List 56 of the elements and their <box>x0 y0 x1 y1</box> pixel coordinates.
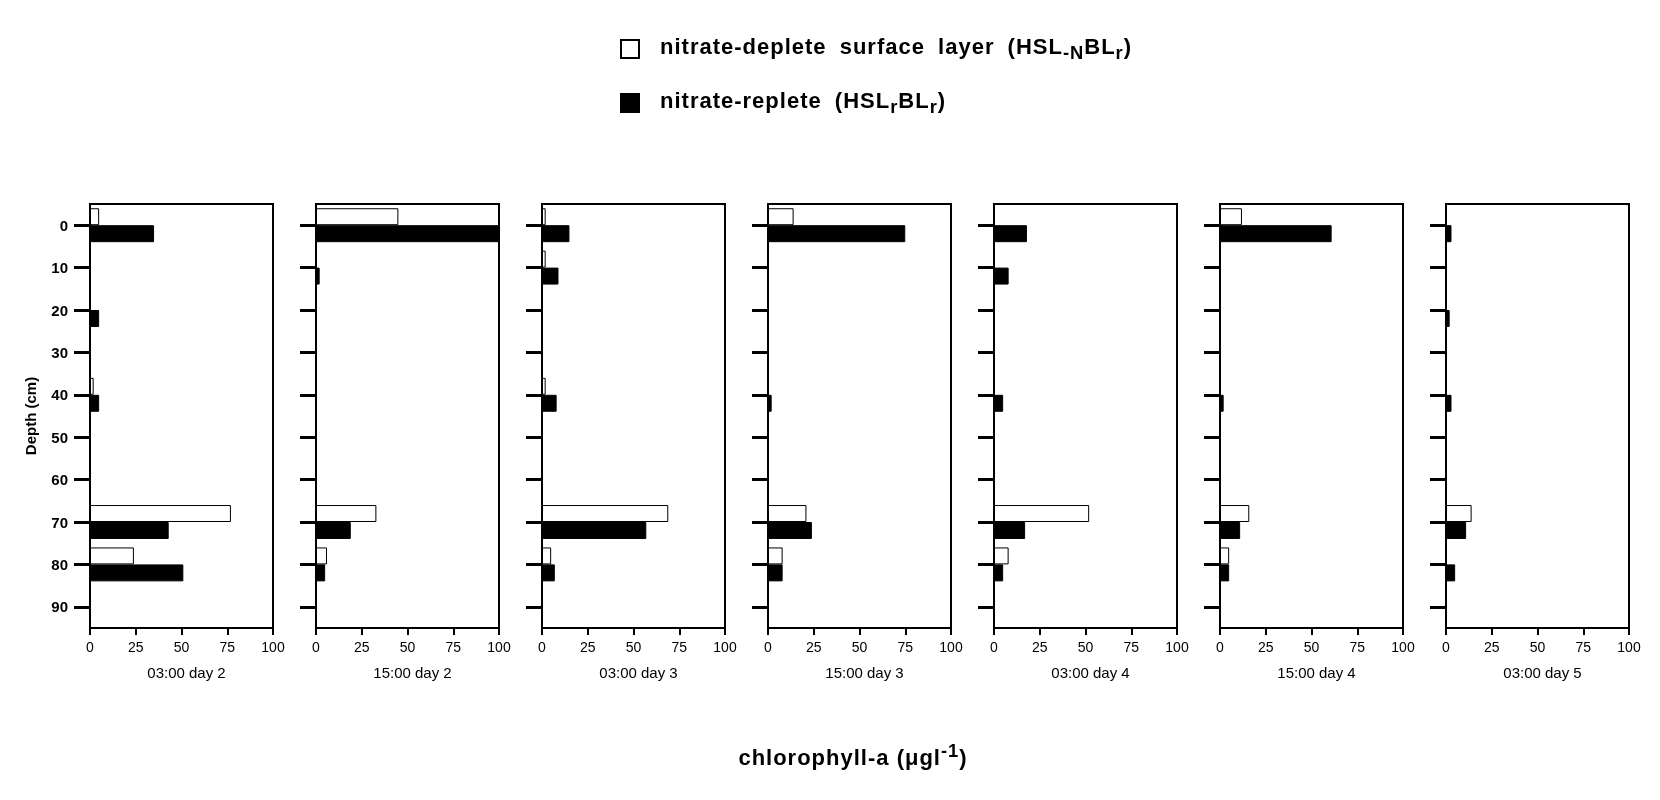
x-tick-label: 100 <box>261 639 285 655</box>
x-tick-label: 50 <box>399 639 416 655</box>
x-tick-label: 50 <box>851 639 868 655</box>
y-tick-label: 50 <box>51 428 68 446</box>
x-tick-label: 50 <box>1077 639 1094 655</box>
x-tick-label: 25 <box>1031 639 1048 655</box>
x-tick-label: 0 <box>764 639 773 655</box>
x-tick-label: 75 <box>219 639 236 655</box>
y-tick-label: 70 <box>51 513 68 531</box>
x-tick-label: 25 <box>1483 639 1500 655</box>
x-axis-title: chlorophyll-a (μgl$^{-1}$) <box>737 740 969 772</box>
y-tick-label: 40 <box>51 386 68 404</box>
text: 15:00 day 3 <box>825 664 904 681</box>
x-tick-label: 100 <box>1617 639 1641 655</box>
y-tick-label: 10 <box>51 259 68 277</box>
text: 03:00 day 3 <box>599 664 678 681</box>
y-tick-label: 30 <box>51 343 68 361</box>
x-tick-label: 0 <box>86 639 95 655</box>
x-tick-label: 100 <box>713 639 737 655</box>
x-tick-label: 0 <box>990 639 999 655</box>
x-tick-label: 0 <box>1442 639 1451 655</box>
x-tick-label: 100 <box>1391 639 1415 655</box>
x-tick-label: 50 <box>173 639 190 655</box>
x-tick-label: 25 <box>805 639 822 655</box>
x-tick-label: 25 <box>1257 639 1274 655</box>
x-tick-label: 50 <box>1303 639 1320 655</box>
x-tick-label: 75 <box>671 639 688 655</box>
y-tick-label: 90 <box>51 598 68 616</box>
x-tick-label: 100 <box>1165 639 1189 655</box>
x-tick-label: 50 <box>625 639 642 655</box>
text: 15:00 day 4 <box>1277 664 1356 681</box>
y-tick-label: 60 <box>51 471 68 489</box>
x-tick-label: 25 <box>127 639 144 655</box>
x-tick-label: 75 <box>445 639 462 655</box>
x-tick-label: 75 <box>1349 639 1366 655</box>
x-tick-label: 0 <box>312 639 321 655</box>
x-tick-label: 75 <box>897 639 914 655</box>
text: 03:00 day 5 <box>1503 664 1582 681</box>
legend-label: nitrate-deplete surface layer (HSL$_{-N}$BL$_{r}$) <box>660 33 1133 65</box>
x-tick-label: 100 <box>939 639 963 655</box>
x-tick-label: 100 <box>487 639 511 655</box>
y-tick-label: 20 <box>51 301 68 319</box>
x-tick-label: 0 <box>538 639 547 655</box>
x-tick-label: 25 <box>353 639 370 655</box>
x-tick-label: 25 <box>579 639 596 655</box>
text: 15:00 day 2 <box>373 664 452 681</box>
x-tick-label: 50 <box>1529 639 1546 655</box>
x-tick-label: 75 <box>1575 639 1592 655</box>
text: 03:00 day 4 <box>1051 664 1130 681</box>
legend-label: nitrate-replete (HSL$_{r}$BL$_{r}$) <box>660 87 947 119</box>
y-tick-label: 0 <box>59 216 68 234</box>
y-tick-label: 80 <box>51 555 68 573</box>
text: 03:00 day 2 <box>147 664 226 681</box>
x-tick-label: 75 <box>1123 639 1140 655</box>
y-axis-title: Depth (cm) <box>22 376 39 456</box>
x-tick-label: 0 <box>1216 639 1225 655</box>
